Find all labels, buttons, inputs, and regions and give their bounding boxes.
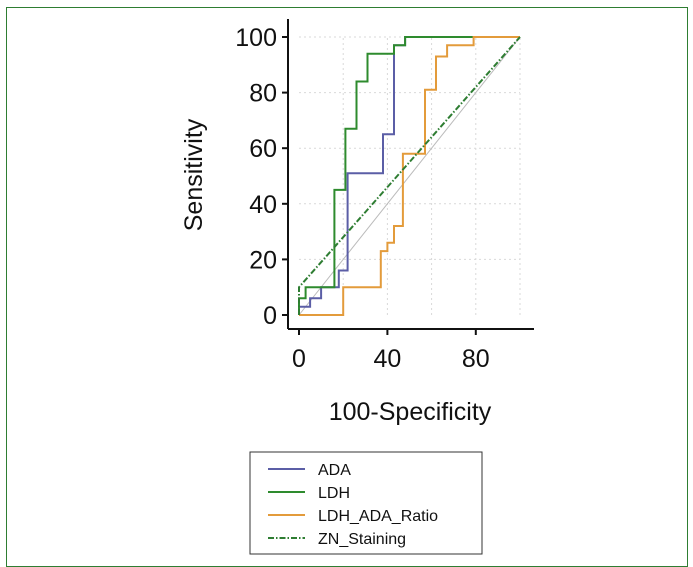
reference-diagonal [298, 36, 521, 316]
axes [287, 19, 534, 330]
y-tick-label: 100 [235, 24, 277, 52]
y-tick-label: 20 [249, 246, 277, 274]
legend-label: LDH [318, 485, 350, 502]
y-axis-title: Sensitivity [180, 118, 208, 231]
legend: ADA LDH LDH_ADA_Ratio ZN_Staining [249, 451, 483, 555]
x-tick-label: 0 [292, 345, 306, 373]
series-line-ldh-ada-ratio [299, 36, 520, 316]
y-tick-label: 40 [249, 191, 277, 219]
legend-label: LDH_ADA_Ratio [318, 508, 438, 525]
grid-lines [299, 36, 521, 315]
series-layer [298, 36, 521, 316]
legend-label: ADA [318, 462, 351, 479]
x-tick-label: 80 [462, 345, 490, 373]
x-tick-labels: 0 40 80 [292, 329, 490, 373]
x-tick-label: 40 [373, 345, 401, 373]
legend-label: ZN_Staining [318, 531, 406, 548]
series-line-zn-staining [298, 36, 521, 315]
y-tick-labels: 0 20 40 60 80 100 [235, 24, 288, 330]
y-tick-label: 80 [249, 80, 277, 108]
y-tick-label: 60 [249, 135, 277, 163]
y-tick-label: 0 [263, 302, 277, 330]
x-axis-title: 100-Specificity [329, 398, 492, 426]
series-line-ldh [298, 36, 520, 315]
